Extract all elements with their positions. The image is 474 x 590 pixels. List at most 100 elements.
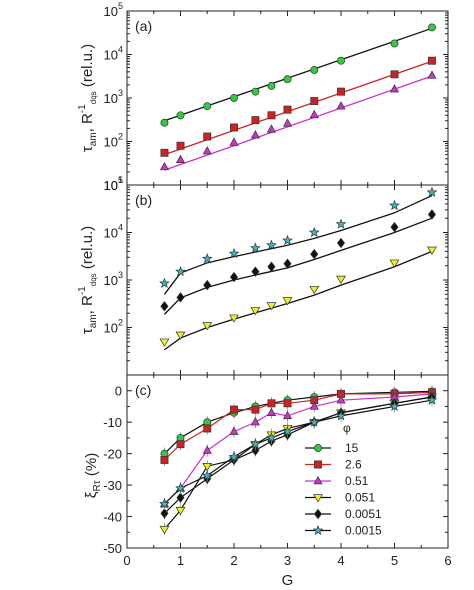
y-axis-title: τam, R-1dqs (rel.u.) [77, 226, 99, 334]
data-point [282, 118, 293, 127]
data-point [337, 56, 345, 65]
data-point [314, 444, 322, 452]
data-point [266, 407, 277, 416]
data-point [308, 416, 320, 427]
fit-line [164, 250, 433, 351]
data-point [160, 118, 169, 127]
panel-label: (c) [135, 382, 151, 398]
data-point [282, 297, 293, 306]
data-point [266, 302, 277, 311]
data-point [336, 237, 346, 249]
legend-label: 0.0051 [345, 507, 382, 521]
data-point [203, 424, 212, 433]
data-point [309, 109, 319, 119]
panel-label: (b) [135, 192, 152, 208]
data-point [159, 525, 170, 535]
panel-c: 0 -10 -20 -30 -40 -50 (c) ξRτ (%) 0 1 2 3 4 5 6 Gφ 15 2.6… [83, 374, 452, 589]
data-point [250, 417, 260, 426]
y-tick-label: -20 [103, 447, 122, 462]
y-axis-title: ξRτ (%) [83, 453, 103, 498]
series-1 [160, 56, 436, 157]
x-tick-label: 1 [177, 553, 184, 568]
y-tick-label: 105 [104, 175, 123, 193]
data-point [426, 394, 438, 405]
y-tick-label: 102 [104, 132, 123, 150]
data-point [230, 405, 238, 414]
series-2 [159, 70, 437, 171]
data-point [176, 440, 185, 449]
data-point [428, 56, 436, 65]
panel-b: 102 103 104 105 (b) τam, R-1dqs (rel.u.) [77, 175, 449, 376]
data-point [310, 66, 319, 74]
x-axis [126, 11, 449, 185]
fit-line [163, 194, 433, 295]
legend-label: 0.51 [345, 474, 369, 488]
data-point [336, 395, 346, 404]
data-point [267, 81, 276, 90]
data-point [230, 94, 238, 102]
data-point [175, 154, 186, 164]
data-point [313, 508, 323, 520]
series-2 [159, 246, 437, 351]
data-point [176, 492, 185, 503]
data-point [175, 331, 186, 340]
x-tick-label: 2 [230, 553, 237, 568]
data-point [159, 498, 170, 509]
data-point [389, 199, 400, 211]
y-tick-label: 0 [115, 384, 122, 399]
y-axis: 0 -10 -20 -30 -40 -50 [103, 374, 448, 556]
data-point [335, 410, 347, 421]
y-tick-label: -10 [103, 415, 122, 430]
series-0 [159, 186, 438, 295]
y-tick-label: -40 [103, 510, 122, 525]
y-axis: 102 103 104 105 [104, 175, 448, 376]
data-point [390, 39, 399, 48]
data-point [427, 70, 437, 79]
data-point [267, 261, 276, 273]
data-point [310, 97, 319, 106]
data-point [176, 111, 185, 120]
x-tick-label: 6 [444, 553, 451, 568]
x-tick-label: 5 [391, 553, 398, 568]
data-point [283, 258, 292, 269]
data-point [251, 116, 260, 125]
series-0_0015 [159, 394, 438, 510]
data-point [282, 425, 293, 437]
y-tick-label: 102 [104, 318, 123, 336]
data-point [251, 266, 260, 277]
data-point [229, 271, 239, 283]
data-point [283, 399, 292, 408]
data-point [337, 87, 345, 96]
data-point [160, 148, 169, 157]
data-point [251, 405, 260, 414]
data-point [267, 399, 276, 408]
data-point [176, 141, 185, 150]
data-point [175, 265, 186, 277]
data-point [313, 494, 323, 503]
data-point [229, 426, 239, 435]
data-point [159, 338, 170, 347]
data-point [314, 460, 322, 469]
data-point [176, 292, 185, 303]
data-point [428, 23, 436, 32]
data-point [203, 279, 212, 291]
data-point [427, 209, 436, 220]
data-point [202, 462, 213, 472]
data-point [228, 451, 240, 462]
data-point [310, 248, 319, 260]
data-point [309, 401, 319, 410]
x-axis [126, 375, 449, 548]
series-0 [160, 23, 436, 127]
data-point [282, 234, 293, 246]
data-point [389, 400, 400, 412]
y-tick-label: 103 [104, 270, 123, 288]
data-point [251, 445, 260, 456]
data-point [250, 307, 261, 316]
x-tick-label: 3 [284, 553, 291, 568]
legend-label: 15 [345, 441, 359, 455]
data-point [336, 101, 346, 110]
data-point [250, 130, 260, 139]
data-point [201, 469, 213, 481]
y-tick-label: -50 [103, 541, 122, 556]
